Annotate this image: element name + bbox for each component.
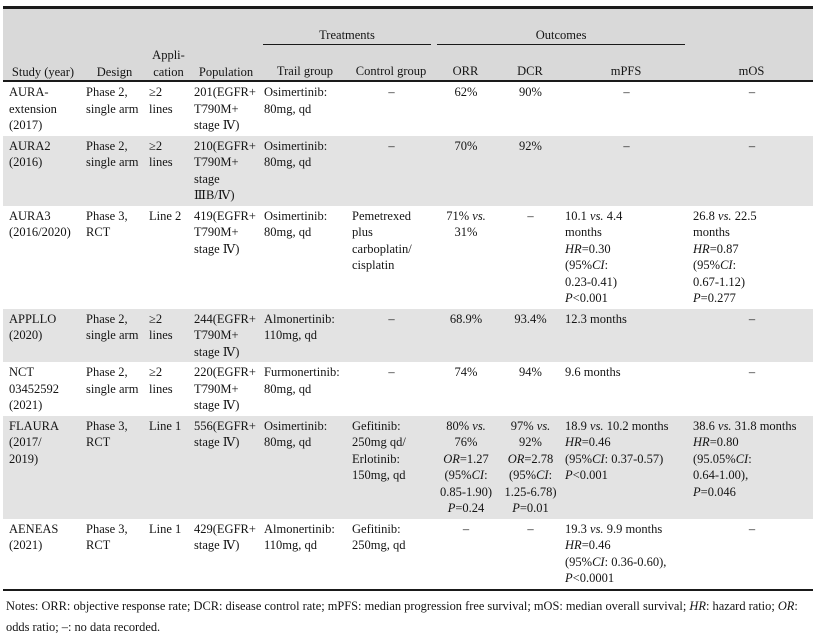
orr-cell: 70% [454,138,478,153]
study-cell: AURA- extension (2017) [9,85,57,132]
application-cell: ≥2 lines [149,85,173,116]
dcr-cell: 93.4% [514,311,547,326]
dcr-cell: 92% [519,138,542,153]
mos-cell: – [748,138,756,153]
design-cell: Phase 3, RCT [86,521,128,553]
trail-group-cell: Osimertinib: 80mg, qd [264,138,328,170]
table-row-aura-extension: AURA- extension (2017) Phase 2, single a… [3,81,813,136]
control-group-cell: Gefitinib: 250mg qd/ Erlotinib: 150mg, q… [352,418,406,483]
outcomes-group-label: Outcomes [437,27,686,45]
control-group-cell: – [388,365,395,379]
population-cell: 429(EGFR+ stage Ⅳ) [194,521,256,553]
design-cell: Phase 3, RCT [86,418,128,450]
col-header-mpfs: mPFS [610,63,642,78]
application-cell: Line 1 [149,418,182,433]
study-cell: FLAURA (2017/ 2019) [9,418,60,466]
col-header-design: Design [96,64,133,79]
mos-cell: – [748,365,756,379]
col-header-control-group: Control group [355,63,427,78]
trail-group-cell: Almonertinib: 110mg, qd [264,311,335,343]
design-cell: Phase 2, single arm [86,138,139,170]
trail-group-cell: Osimertinib: 80mg, qd [264,418,328,450]
mos-cell: 38.6 vs. 31.8 months HR=0.80 (95.05%CI: … [693,418,797,499]
population-cell: 244(EGFR+ T790M+ stage Ⅳ) [194,311,256,359]
application-cell: ≥2 lines [149,138,173,170]
col-header-application: Appli- cation [152,48,185,79]
control-group-cell: Pemetrexed plus carboplatin/ cisplatin [352,208,412,273]
table-row-aura2: AURA2 (2016) Phase 2, single arm ≥2 line… [3,135,814,206]
mpfs-cell: – [623,138,630,153]
table-body: AURA- extension (2017) Phase 2, single a… [3,81,814,590]
orr-cell: 62% [454,85,478,99]
col-header-dcr: DCR [517,63,543,78]
col-header-study: Study (year) [11,64,75,79]
dcr-cell: 90% [519,85,542,99]
control-group-cell: Gefitinib: 250mg, qd [352,521,406,553]
table-row-aeneas: AENEAS (2021) Phase 3, RCT Line 1 429(EG… [3,519,813,590]
control-group-cell: – [388,85,395,99]
trail-group-cell: Osimertinib: 80mg, qd [264,208,328,240]
col-header-population: Population [198,64,254,79]
mpfs-cell: 12.3 months [565,311,627,326]
mpfs-cell: 18.9 vs. 10.2 months HR=0.46 (95%CI: 0.3… [565,418,669,483]
application-cell: ≥2 lines [149,311,173,343]
population-cell: 556(EGFR+ stage Ⅳ) [194,418,256,450]
dcr-cell: 97% vs. 92% OR=2.78 (95%CI: 1.25-6.78) P… [504,418,557,516]
orr-cell: 71% vs. 31% [446,208,486,240]
col-header-trail-group: Trail group [276,63,334,78]
mpfs-cell: 10.1 vs. 4.4 months HR=0.30 (95%CI: 0.23… [565,208,623,306]
mos-cell: – [748,521,756,536]
design-cell: Phase 3, RCT [86,208,128,240]
population-cell: 210(EGFR+ T790M+ stage ⅢB/Ⅳ) [194,138,256,203]
design-cell: Phase 2, single arm [86,85,139,116]
study-cell: AENEAS (2021) [9,521,59,553]
orr-cell: – [462,521,470,536]
table-row-appllo: APPLLO (2020) Phase 2, single arm ≥2 lin… [3,308,814,362]
population-cell: 220(EGFR+ T790M+ stage Ⅳ) [194,365,256,412]
col-header-mos: mOS [738,63,765,78]
application-cell: ≥2 lines [149,365,173,396]
table-row-nct03452592: NCT 03452592 (2021) Phase 2, single arm … [3,362,813,416]
application-cell: Line 2 [149,208,182,223]
mos-cell: 26.8 vs. 22.5 months HR=0.87 (95%CI: 0.6… [693,208,757,306]
application-cell: Line 1 [149,521,182,536]
control-group-cell: – [388,311,395,326]
orr-cell: 74% [454,365,478,379]
control-group-cell: – [388,138,395,153]
design-cell: Phase 2, single arm [86,311,139,343]
study-cell: AURA3 (2016/2020) [9,208,71,240]
table-header: Study (year) Design Appli- cation Popula… [3,7,814,81]
study-cell: AURA2 (2016) [9,138,51,170]
mpfs-cell: 9.6 months [565,365,621,379]
mos-cell: – [748,85,756,99]
col-group-outcomes: Outcomes [433,8,813,62]
orr-cell: 80% vs. 76% OR=1.27 (95%CI: 0.85-1.90) P… [439,418,493,516]
dcr-cell: – [527,521,534,536]
orr-cell: 68.9% [449,311,483,326]
trail-group-cell: Almonertinib: 110mg, qd [264,521,335,553]
mpfs-cell: 19.3 vs. 9.9 months HR=0.46 (95%CI: 0.36… [565,521,667,586]
study-cell: APPLLO (2020) [9,311,57,343]
table-row-aura3: AURA3 (2016/2020) Phase 3, RCT Line 2 41… [3,206,813,309]
population-cell: 419(EGFR+ T790M+ stage Ⅳ) [194,208,256,256]
treatments-group-label: Treatments [263,27,432,45]
trail-group-cell: Furmonertinib: 80mg, qd [264,365,340,396]
table-row-flaura: FLAURA (2017/ 2019) Phase 3, RCT Line 1 … [3,415,814,519]
col-group-treatments: Treatments [261,8,433,62]
dcr-cell: 94% [519,365,542,379]
clinical-trials-table: Study (year) Design Appli- cation Popula… [3,6,814,591]
table-notes: Notes: ORR: objective response rate; DCR… [6,598,798,634]
mos-cell: – [748,311,756,326]
population-cell: 201(EGFR+ T790M+ stage Ⅳ) [194,85,256,132]
mpfs-cell: – [623,85,630,99]
study-cell: NCT 03452592 (2021) [9,365,59,412]
trail-group-cell: Osimertinib: 80mg, qd [264,85,328,116]
dcr-cell: – [527,208,534,223]
design-cell: Phase 2, single arm [86,365,139,396]
col-header-orr: ORR [452,63,479,78]
